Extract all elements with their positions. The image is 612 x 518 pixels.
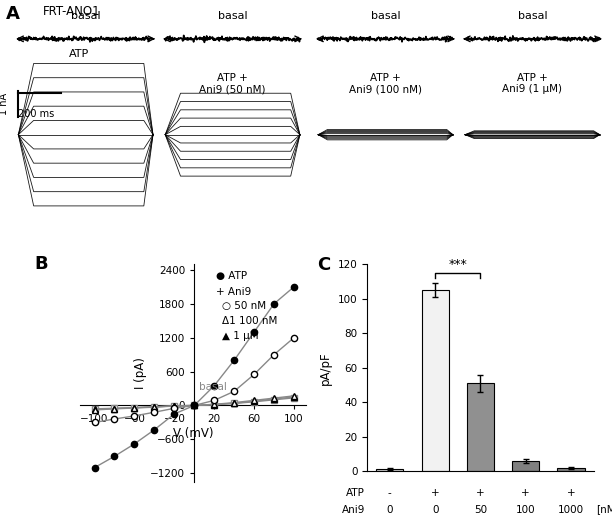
Text: Δ1 100 nM: Δ1 100 nM (222, 316, 278, 326)
Text: 200 ms: 200 ms (18, 109, 54, 119)
Text: -: - (388, 488, 392, 498)
Text: basal: basal (518, 11, 547, 21)
Text: 0: 0 (432, 505, 438, 514)
Y-axis label: I (pA): I (pA) (135, 357, 147, 389)
Text: ▲ 1 μM: ▲ 1 μM (222, 332, 259, 341)
Text: + Ani9: + Ani9 (216, 287, 252, 297)
Text: 1 nA: 1 nA (0, 93, 9, 114)
Text: Ani9: Ani9 (341, 505, 365, 514)
Text: ATP: ATP (69, 49, 89, 59)
Bar (512, 461, 539, 471)
Text: 100: 100 (516, 505, 536, 514)
Text: +: + (476, 488, 485, 498)
X-axis label: V (mV): V (mV) (173, 427, 213, 440)
Text: FRT-ANO1: FRT-ANO1 (43, 5, 100, 18)
Text: 50: 50 (474, 505, 487, 514)
Text: basal: basal (200, 382, 227, 392)
Text: ATP +
Ani9 (1 μM): ATP + Ani9 (1 μM) (502, 73, 562, 94)
Text: ATP: ATP (346, 488, 365, 498)
Bar (422, 290, 449, 471)
Text: ATP +
Ani9 (50 nM): ATP + Ani9 (50 nM) (200, 73, 266, 94)
Bar (376, 469, 403, 471)
Text: basal: basal (371, 11, 400, 21)
Text: [nM]: [nM] (596, 505, 612, 514)
Text: ATP +
Ani9 (100 nM): ATP + Ani9 (100 nM) (349, 73, 422, 94)
Text: A: A (6, 5, 20, 23)
Text: C: C (318, 256, 330, 274)
Text: 1000: 1000 (558, 505, 584, 514)
Text: +: + (431, 488, 439, 498)
Text: ***: *** (449, 258, 467, 271)
Text: basal: basal (218, 11, 247, 21)
Text: +: + (567, 488, 575, 498)
Bar (467, 383, 494, 471)
Text: +: + (521, 488, 530, 498)
Text: B: B (34, 255, 48, 274)
Bar (558, 468, 584, 471)
Text: ● ATP: ● ATP (216, 271, 247, 281)
Text: ○ 50 nM: ○ 50 nM (222, 301, 266, 311)
Y-axis label: pA/pF: pA/pF (319, 351, 332, 384)
Text: basal: basal (71, 11, 100, 21)
Text: 0: 0 (387, 505, 393, 514)
